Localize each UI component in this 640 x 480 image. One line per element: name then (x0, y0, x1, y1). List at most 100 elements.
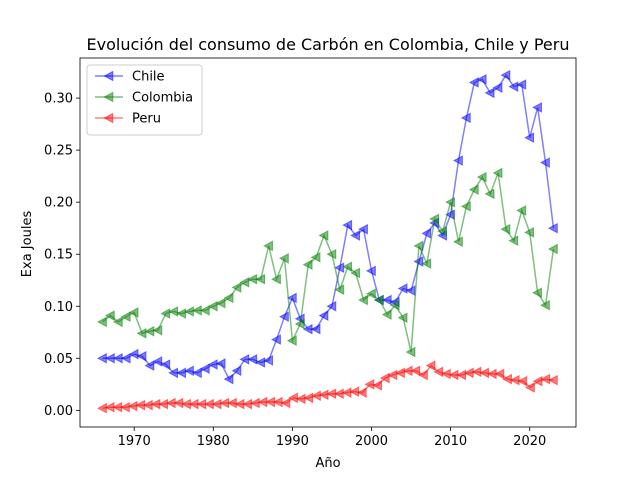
data-point (288, 392, 298, 404)
data-point (395, 367, 405, 379)
legend-marker (103, 70, 114, 82)
data-point (226, 397, 237, 409)
data-point (508, 235, 519, 247)
data-point (509, 374, 520, 386)
data-point (286, 335, 297, 346)
data-point (215, 297, 226, 309)
series-colombia (96, 167, 558, 358)
data-point (271, 334, 281, 345)
data-point (342, 219, 353, 231)
data-point (350, 230, 361, 241)
data-point (452, 155, 463, 166)
data-point (318, 310, 329, 321)
y-tick-label: 0.30 (44, 92, 73, 107)
x-tick-label: 1970 (118, 434, 151, 449)
data-point (242, 398, 253, 410)
data-point (271, 273, 281, 285)
data-point (502, 373, 512, 385)
data-point (249, 397, 260, 409)
data-point (184, 306, 194, 317)
data-point (381, 309, 392, 320)
plot-area: 1970 1980 1990 2000 2010 2020 0.00 0.05 0.10 0.15… (44, 57, 577, 449)
data-point (358, 294, 368, 306)
data-point (310, 251, 321, 263)
data-point (184, 365, 194, 377)
data-point (104, 310, 115, 321)
data-point (144, 360, 155, 371)
data-point (524, 382, 535, 393)
y-tick-label: 0.25 (44, 144, 73, 159)
data-point (479, 367, 489, 379)
data-point (263, 355, 273, 366)
legend-label: Chile (132, 70, 165, 85)
data-point (223, 292, 234, 304)
x-tick-label: 2010 (434, 434, 467, 449)
data-point (191, 367, 202, 379)
data-point (152, 356, 163, 367)
legend: Chile Colombia Peru (86, 64, 203, 136)
data-point (333, 388, 344, 400)
data-point (286, 292, 297, 304)
data-point (433, 366, 444, 378)
data-point (468, 184, 479, 196)
data-point (532, 287, 542, 299)
data-point (460, 112, 471, 124)
data-point (144, 325, 155, 337)
legend-item-colombia: Colombia (95, 91, 193, 106)
data-point (231, 365, 242, 377)
data-point (539, 299, 550, 311)
data-point (280, 397, 291, 409)
data-point (405, 346, 416, 358)
data-point (484, 188, 495, 200)
x-tick-label: 1990 (276, 434, 309, 449)
data-point (547, 222, 558, 234)
data-point (199, 305, 210, 316)
data-point (437, 225, 448, 237)
chart-title: Evolución del consumo de Carbón en Colom… (87, 35, 570, 54)
data-point (278, 253, 289, 264)
data-point (517, 375, 528, 387)
data-point (484, 87, 495, 99)
data-point (318, 230, 329, 241)
data-point (231, 282, 242, 293)
legend-label: Peru (132, 112, 161, 127)
data-point (387, 369, 398, 381)
data-point (207, 359, 218, 370)
data-point (397, 312, 408, 324)
data-point (476, 171, 487, 183)
data-point (524, 227, 535, 238)
data-point (471, 366, 482, 378)
data-point (168, 306, 179, 317)
data-point (160, 359, 171, 370)
data-point (524, 132, 535, 143)
data-point (381, 294, 392, 306)
data-point (425, 360, 436, 371)
data-point (255, 357, 266, 368)
data-point (365, 288, 376, 300)
data-point (207, 300, 218, 312)
data-point (350, 267, 361, 279)
data-point (96, 316, 107, 328)
data-point (500, 69, 511, 81)
data-point (540, 373, 551, 385)
data-point (302, 259, 313, 270)
legend-marker (103, 91, 114, 103)
data-point (349, 386, 360, 397)
data-point (176, 308, 186, 319)
y-tick-label: 0.05 (44, 352, 73, 367)
data-point (295, 393, 306, 405)
data-point (341, 387, 352, 398)
data-point (255, 273, 266, 285)
data-point (532, 375, 543, 387)
data-point (476, 73, 487, 85)
data-point (421, 258, 432, 269)
data-point (96, 402, 107, 414)
data-point (547, 243, 558, 255)
data-point (372, 380, 383, 391)
data-point (303, 392, 314, 404)
data-point (494, 368, 505, 380)
data-point (492, 167, 503, 179)
data-point (532, 102, 542, 113)
data-point (158, 398, 169, 410)
